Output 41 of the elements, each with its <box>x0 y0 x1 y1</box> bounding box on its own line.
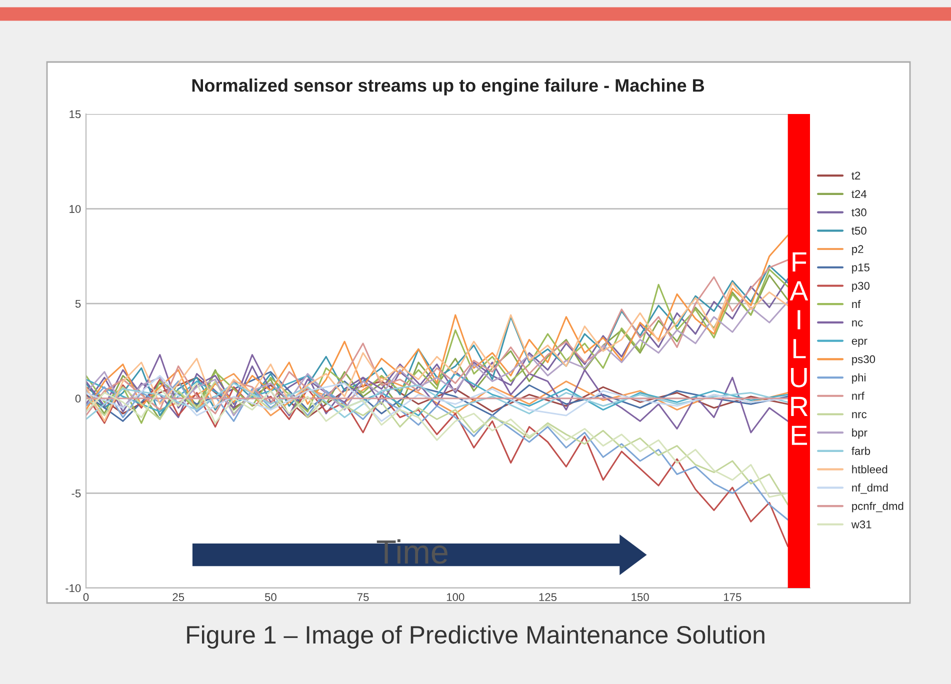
y-tick-label: -5 <box>72 490 81 498</box>
legend-label: pcnfr_dmd <box>852 502 904 512</box>
y-tick-label: -10 <box>66 584 81 592</box>
legend-label: p30 <box>852 282 870 292</box>
legend-label: t50 <box>852 226 866 235</box>
legend-label: nrc <box>852 412 867 418</box>
legend-label: t2 <box>852 172 860 180</box>
legend-label: p15 <box>852 264 870 274</box>
x-tick-label: 0 <box>83 593 89 602</box>
y-tick-label: 15 <box>70 110 81 118</box>
line-series <box>86 300 789 416</box>
band-label: FAILURE <box>790 252 808 445</box>
legend-label: t30 <box>852 208 866 216</box>
x-tick-label: 50 <box>264 593 276 602</box>
x-tick-label: 175 <box>724 593 742 602</box>
legend-label: htbleed <box>852 465 888 474</box>
legend-label: epr <box>852 338 868 347</box>
legend-label: p2 <box>852 245 864 256</box>
legend-label: bpr <box>852 428 868 439</box>
x-tick-label: 25 <box>172 593 184 602</box>
annotation: Time <box>376 539 448 564</box>
line-series <box>86 234 789 412</box>
x-tick-label: 150 <box>632 593 649 602</box>
legend-label: t24 <box>852 190 867 198</box>
legend-label: nf_dmd <box>852 484 888 494</box>
y-tick-label: 5 <box>75 300 81 308</box>
legend-label: ps30 <box>852 355 876 366</box>
x-tick-label: 75 <box>357 593 369 602</box>
legend-label: nrf <box>852 392 864 400</box>
legend-label: nf <box>852 300 861 308</box>
chart-title: Normalized sensor streams up to engine failure - Machine B <box>192 78 704 96</box>
caption: Figure 1 – Image of Predictive Maintenance Solution <box>187 625 764 649</box>
y-tick-label: 10 <box>70 205 81 213</box>
x-tick-label: 100 <box>446 593 464 602</box>
legend-label: phi <box>852 373 866 384</box>
line-series <box>86 382 789 420</box>
x-tick-label: 125 <box>539 593 557 602</box>
legend-label: farb <box>852 446 870 455</box>
legend-label: nc <box>852 320 863 326</box>
y-tick-label: 0 <box>75 394 81 403</box>
legend-label: w31 <box>851 520 872 528</box>
